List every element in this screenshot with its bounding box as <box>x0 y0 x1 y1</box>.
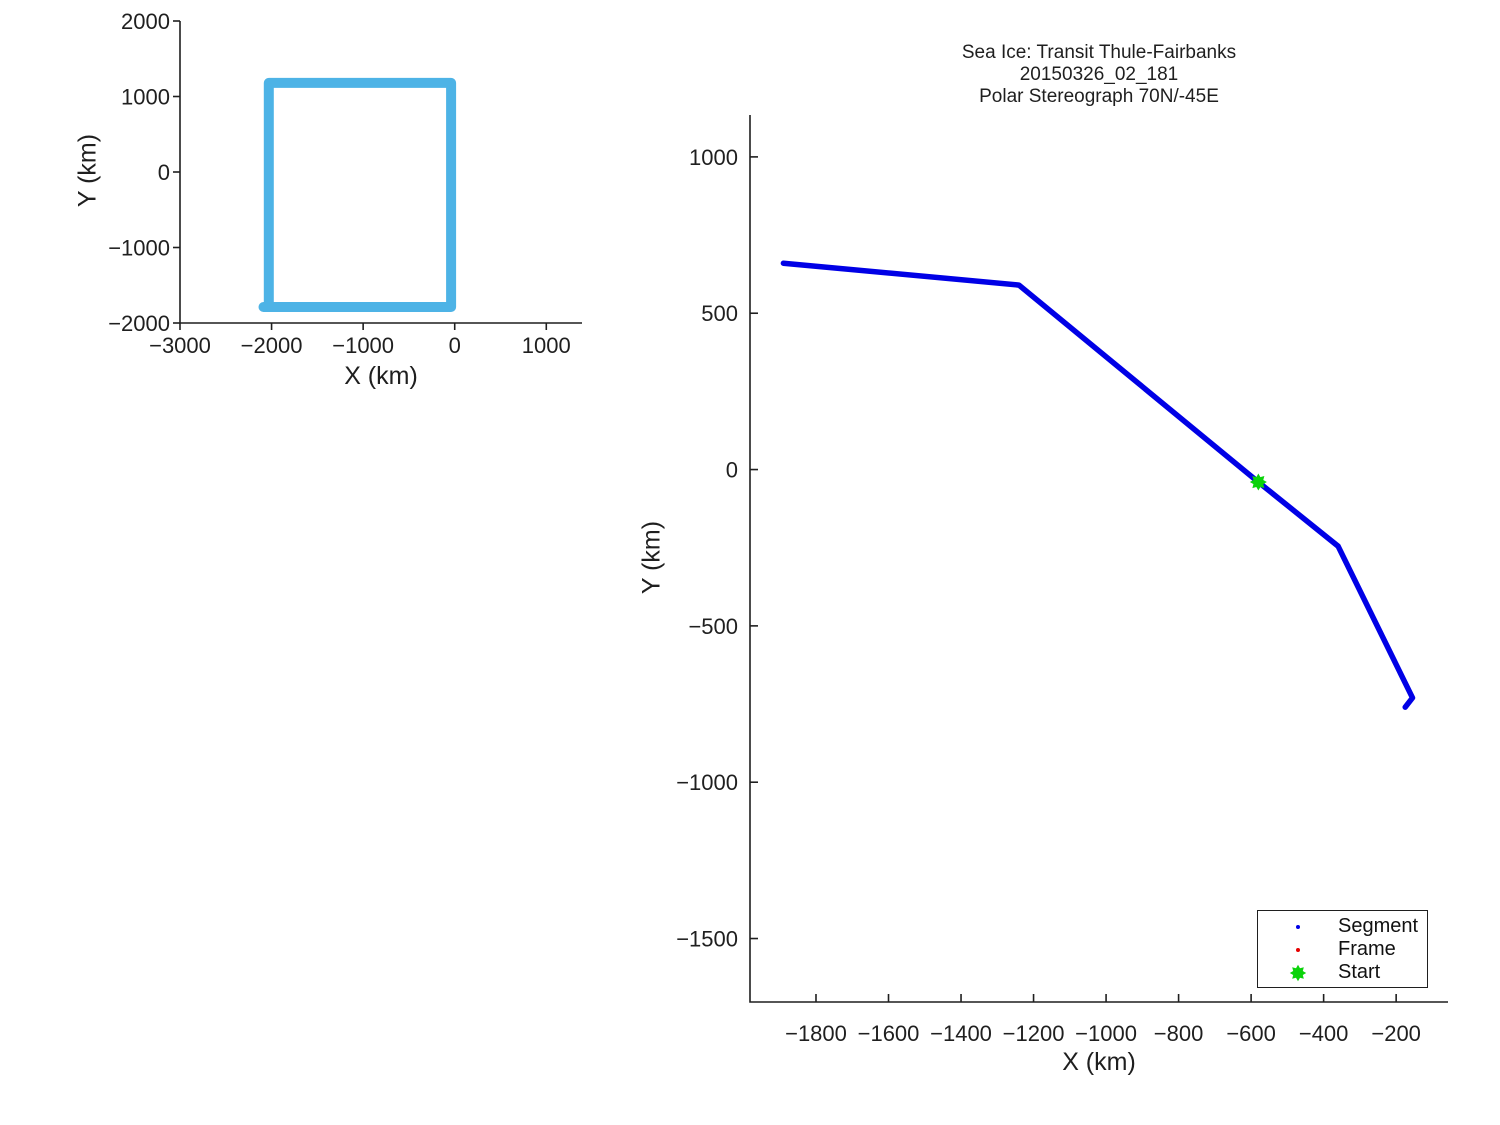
main-plot-title: Sea Ice: Transit Thule-Fairbanks 2015032… <box>799 42 1399 108</box>
x-tick-label: −1000 <box>332 333 394 358</box>
axis-spines <box>179 21 582 324</box>
x-tick-label: −1600 <box>858 1021 920 1046</box>
frame-dot-icon <box>1258 947 1338 952</box>
x-tick-label: −200 <box>1371 1021 1421 1046</box>
y-tick-label: 2000 <box>121 9 170 34</box>
x-tick-label: −3000 <box>149 333 211 358</box>
x-tick-label: −400 <box>1299 1021 1349 1046</box>
overview-x-axis-label: X (km) <box>344 362 418 390</box>
y-tick-label: 1000 <box>689 145 738 170</box>
x-tick-label: −1000 <box>1075 1021 1137 1046</box>
legend-item-label: Frame <box>1338 938 1396 960</box>
y-tick-label: 500 <box>701 301 738 326</box>
axis-spines <box>749 115 1448 1003</box>
x-tick-label: 1000 <box>522 333 571 358</box>
legend-item-start: Start <box>1258 961 1427 984</box>
x-tick-label: −1400 <box>930 1021 992 1046</box>
x-tick-label: −2000 <box>241 333 303 358</box>
main-x-axis-label: X (km) <box>1062 1048 1136 1076</box>
title-line-2: 20150326_02_181 <box>1019 64 1179 85</box>
x-tick-label: −800 <box>1154 1021 1204 1046</box>
y-tick-label: −1000 <box>108 236 170 261</box>
main-plot: −1800 −1600 −1400 −1200 −1000 −800 −600 −400 −20… <box>676 115 1448 1046</box>
start-marker <box>1249 473 1267 491</box>
y-tick-label: −1000 <box>676 770 738 795</box>
title-line-1: Sea Ice: Transit Thule-Fairbanks <box>961 42 1237 63</box>
series-path-Segment <box>780 260 1416 710</box>
x-tick-label: −600 <box>1226 1021 1276 1046</box>
start-star-icon <box>1258 964 1338 982</box>
y-tick-label: 0 <box>158 160 170 185</box>
x-tick-label: −1200 <box>1003 1021 1065 1046</box>
y-tick-label: 0 <box>726 458 738 483</box>
y-tick-label: −2000 <box>108 311 170 336</box>
series-path-scene-boundary <box>258 77 457 312</box>
y-tick-label: −1500 <box>676 927 738 952</box>
overview-y-axis-label: Y (km) <box>73 133 102 208</box>
main-y-axis-label: Y (km) <box>637 520 666 595</box>
x-tick-label: 0 <box>449 333 461 358</box>
legend: Segment Frame Start <box>1257 910 1428 988</box>
legend-item-label: Segment <box>1338 915 1419 937</box>
legend-item-frame: Frame <box>1258 938 1427 961</box>
title-line-3: Polar Stereograph 70N/-45E <box>979 86 1219 107</box>
legend-item-label: Start <box>1338 961 1381 983</box>
segment-dot-icon <box>1258 924 1338 929</box>
legend-item-segment: Segment <box>1258 915 1427 938</box>
x-tick-label: −1800 <box>785 1021 847 1046</box>
y-tick-label: −500 <box>688 614 738 639</box>
y-tick-label: 1000 <box>121 85 170 110</box>
